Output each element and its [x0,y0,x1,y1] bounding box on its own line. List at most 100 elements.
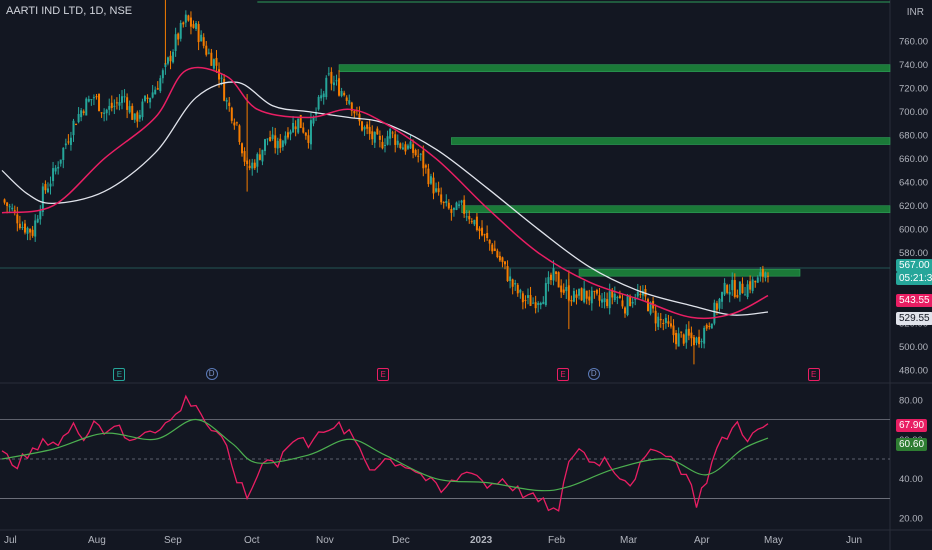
candle-body [126,97,129,110]
candle-body [136,112,139,122]
candle-body [406,145,409,149]
dividend-event-marker[interactable]: D [205,368,218,380]
candle-body [483,234,486,236]
candle-body [606,299,609,307]
candle-body [138,114,141,119]
candle-body [151,92,154,98]
candle-body [721,292,724,302]
candle-body [57,166,60,169]
price-tick-label: 720.00 [899,84,928,95]
candle-body [488,239,491,244]
candle-body [67,141,70,143]
candle-body [705,324,708,329]
candle-body [149,97,152,103]
candle-body [251,162,254,169]
earnings-event-marker[interactable]: E [807,368,820,381]
earnings-event-marker[interactable]: E [113,368,126,381]
candle-body [749,281,752,290]
candle-body [478,228,481,232]
earnings-event-marker[interactable]: E [556,368,569,381]
candle-body [432,177,435,194]
candle-body [353,111,356,114]
candle-body [427,168,430,185]
candle-body [690,332,693,339]
candle-body [258,154,261,160]
candle-body [672,325,675,336]
candle-body [87,99,90,102]
candle-body [437,188,440,193]
candle-body [133,113,136,120]
time-tick-label: Nov [316,535,334,546]
candle-body [519,289,522,293]
candle-body [667,321,670,324]
candle-body [662,322,665,324]
candle-body [235,122,238,124]
candle-body [549,274,552,281]
candle-body [218,69,221,80]
candle-body [616,297,619,299]
candle-body [695,337,698,343]
price-tick-label: 580.00 [899,248,928,259]
candle-body [452,207,455,210]
candle-body [340,91,343,97]
time-tick-label: May [764,535,783,546]
candle-body [205,45,208,55]
candle-body [131,105,134,120]
resistance-zone [451,137,891,145]
candle-body [36,218,39,223]
chart-title: AARTI IND LTD, 1D, NSE [6,5,133,17]
candle-body [634,298,637,300]
candle-body [414,149,417,156]
candle-body [118,102,121,106]
candle-body [700,341,703,343]
candle-body [588,296,591,301]
candle-body [685,329,688,343]
candle-body [44,184,47,191]
candle-body [172,51,175,63]
candle-body [394,134,397,145]
candle-body [309,120,312,145]
rsi-ma-value-label: 60.60 [896,437,928,451]
candle-body [733,280,736,297]
candle-body [475,216,478,231]
candle-body [442,201,445,203]
candle-body [82,111,85,113]
candle-body [687,328,690,336]
candle-body [11,207,14,210]
candle-body [460,200,463,203]
candle-body [77,113,80,123]
candle-body [698,336,701,345]
price-tick-label: 680.00 [899,131,928,142]
candle-body [401,147,404,150]
candle-body [419,153,422,155]
candle-body [593,290,596,292]
candle-body [521,293,524,303]
candle-body [358,113,361,122]
candle-body [496,250,499,258]
candle-body [555,271,558,274]
candle-body [583,288,586,303]
candle-body [562,289,565,293]
candle-body [598,295,601,301]
candle-body [728,291,731,295]
candle-body [601,299,604,303]
earnings-event-marker[interactable]: E [377,368,390,381]
ema-fast-line [1,66,769,320]
time-tick-label: 2023 [470,535,493,546]
dividend-event-marker[interactable]: D [587,368,600,380]
time-tick-label: Feb [548,535,566,546]
candle-body [486,232,489,238]
candle-body [345,97,348,101]
price-tick-label: 500.00 [899,342,928,353]
ema-slow-line [1,81,769,316]
candle-body [731,279,734,291]
candle-body [761,268,764,277]
candle-body [169,55,172,62]
candle-body [202,37,205,46]
candle-body [649,302,652,314]
price-tick-label: 760.00 [899,37,928,48]
candle-body [511,279,514,287]
price-tick-label: 620.00 [899,201,928,212]
candle-body [146,97,149,99]
candle-body [281,140,284,148]
